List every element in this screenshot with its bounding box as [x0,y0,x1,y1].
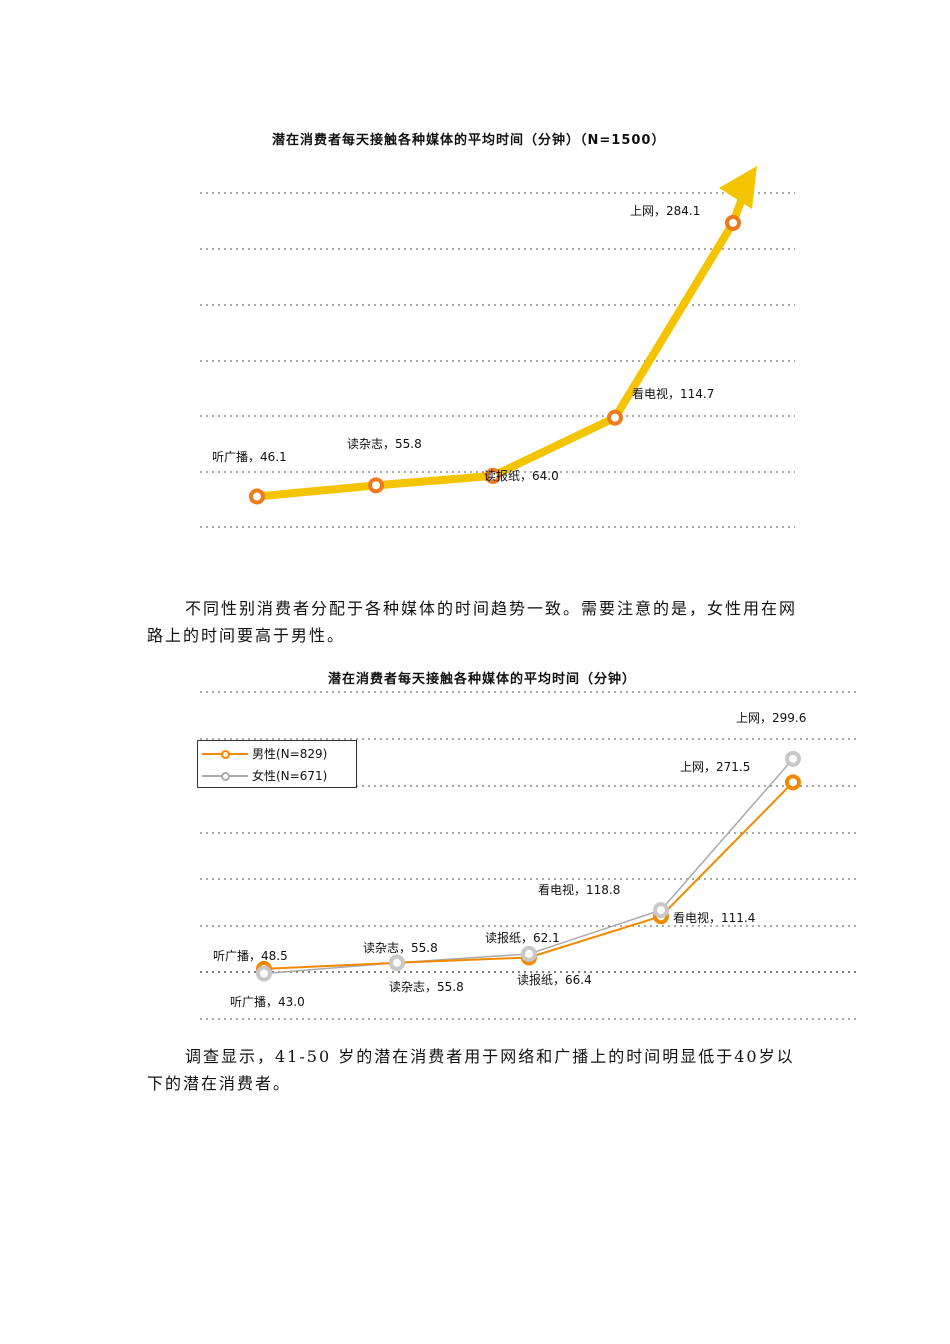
chart2-female-point-1 [389,954,405,971]
chart2-female-label-1: 读杂志，55.8 [389,980,464,994]
chart2-female-label-2: 读报纸，66.4 [517,972,592,987]
chart1-label-0: 听广播，46.1 [212,450,287,464]
chart2-female-point-0 [256,965,272,982]
chart2-female-label-4: 上网，299.6 [736,711,806,725]
chart1-point-4 [725,214,741,231]
chart1-plot: 听广播，46.1 读杂志，55.8 读报纸，64.0 看电视，114.7 上网，284.… [200,166,795,528]
chart2-male-label-3: 看电视，111.4 [673,910,755,925]
chart2-male-label-4: 上网，271.5 [680,760,750,774]
chart2-male-label-0: 听广播，48.5 [213,949,288,963]
chart1-label-4: 上网，284.1 [630,204,700,218]
legend-swatch-female [202,771,248,781]
chart1-label-3: 看电视，114.7 [632,386,714,401]
chart1-title: 潜在消费者每天接触各种媒体的平均时间（分钟）（N=1500） [272,133,666,148]
chart1-label-2: 读报纸，64.0 [484,468,559,483]
chart2-female-point-2 [521,945,537,962]
chart2-markers [256,750,801,982]
chart2-data-labels: 听广播，48.5 读杂志，55.8 读报纸，62.1 看电视，111.4 上网，271.… [213,711,806,1009]
legend-item-male: 男性(N=829) [202,745,327,762]
chart1-data-labels: 听广播，46.1 读杂志，55.8 读报纸，64.0 看电视，114.7 上网，284.… [212,204,714,483]
legend-swatch-male [202,749,248,759]
chart1-point-1 [368,477,384,494]
legend-label-male: 男性(N=829) [252,747,328,761]
paragraph-gender-trend: 不同性别消费者分配于各种媒体的时间趋势一致。需要注意的是，女性用在网路上的时间要… [147,599,798,645]
legend-item-female: 女性(N=671) [202,767,327,784]
chart2-title: 潜在消费者每天接触各种媒体的平均时间（分钟） [328,672,637,687]
chart1-point-2 [485,467,501,484]
chart1-markers [249,214,741,505]
chart1-arrowhead [719,166,757,209]
chart2-male-label-1: 读杂志，55.8 [363,941,438,955]
chart1-point-3 [607,409,623,426]
legend-label-female: 女性(N=671) [252,769,328,783]
chart1-point-0 [249,488,265,505]
chart2-female-point-4 [785,750,801,767]
chart2-male-point-4 [785,774,801,791]
chart2-female-point-3 [653,902,669,919]
chart2-legend: 男性(N=829) 女性(N=671) [197,740,357,788]
chart1-label-1: 读杂志，55.8 [347,437,422,451]
paragraph-age-finding: 调查显示，41-50 岁的潜在消费者用于网络和广播上的时间明显低于40岁以下的潜… [147,1047,795,1093]
chart2-female-label-0: 听广播，43.0 [230,995,305,1009]
chart2-female-label-3: 看电视，118.8 [538,882,620,897]
chart2-male-label-2: 读报纸，62.1 [485,930,560,945]
